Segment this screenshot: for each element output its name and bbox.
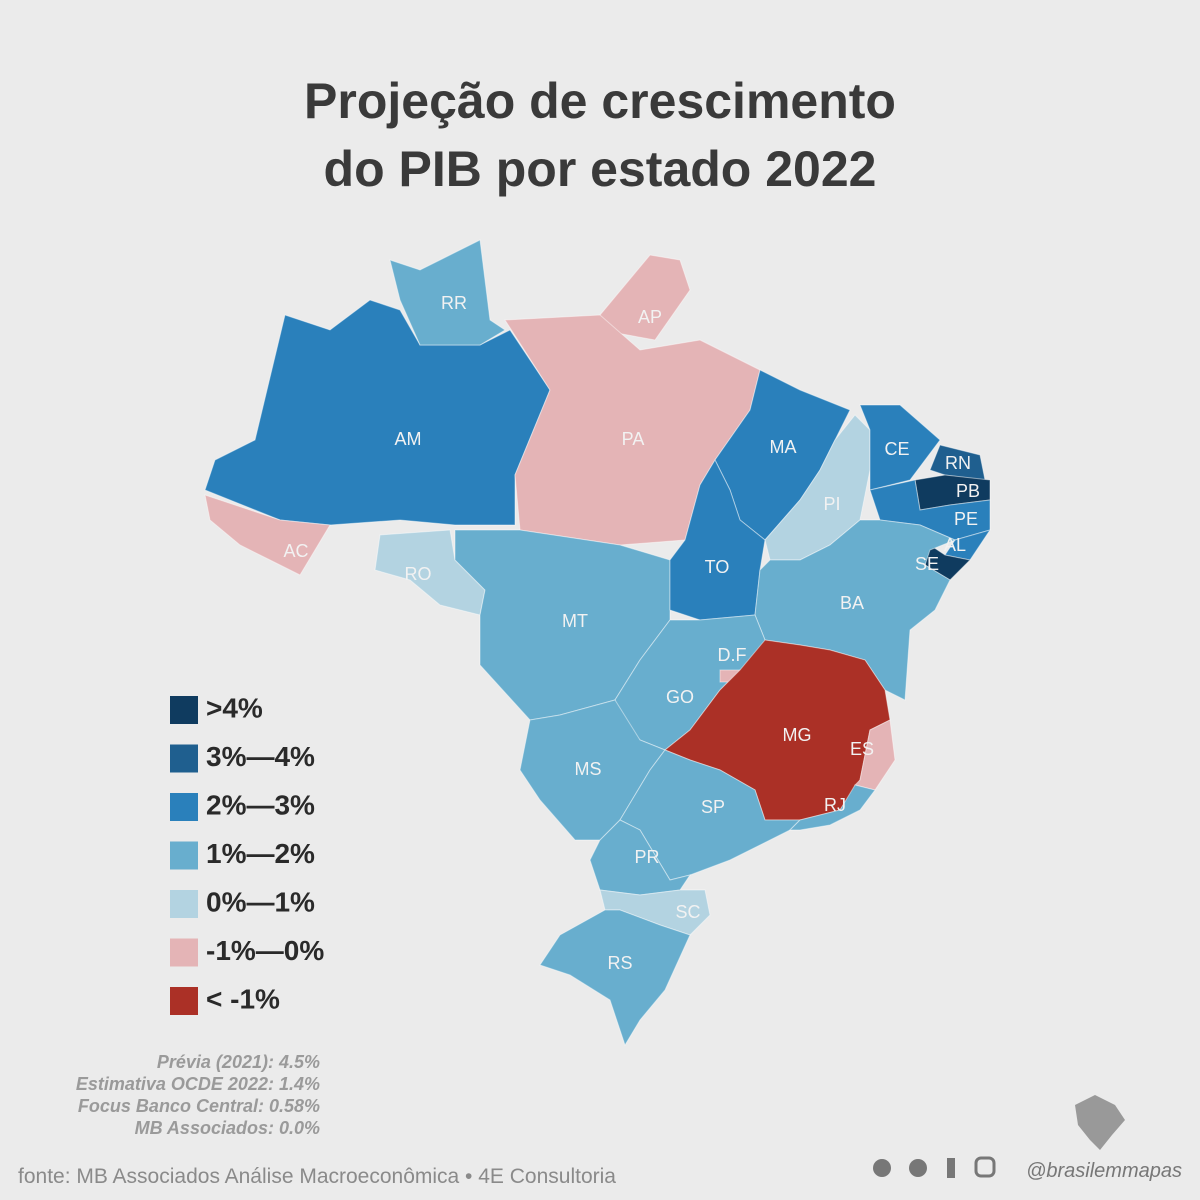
legend-label: 1%—2% bbox=[206, 838, 315, 869]
state-label: CE bbox=[884, 439, 909, 459]
state-region bbox=[204, 299, 551, 526]
state-region bbox=[859, 404, 941, 491]
legend-swatch bbox=[170, 696, 198, 724]
state-label: SE bbox=[915, 554, 939, 574]
state-label: PA bbox=[622, 429, 645, 449]
state-label: D.F bbox=[718, 645, 747, 665]
legend-swatch bbox=[170, 938, 198, 967]
source: fonte: MB Associados Análise Macroeconôm… bbox=[18, 1165, 616, 1188]
state-label: AC bbox=[283, 541, 308, 561]
state-label: PR bbox=[634, 847, 659, 867]
state-label: AP bbox=[638, 307, 662, 327]
legend-label: < -1% bbox=[206, 983, 280, 1014]
state-label: BA bbox=[840, 593, 864, 613]
state-label: RR bbox=[441, 293, 467, 313]
state-region bbox=[389, 239, 506, 346]
state-label: MT bbox=[562, 611, 588, 631]
legend-label: 2%—3% bbox=[206, 789, 315, 820]
state-label: PI bbox=[823, 494, 840, 514]
state-label: SP bbox=[701, 797, 725, 817]
state-label: MS bbox=[575, 759, 602, 779]
state-label: MA bbox=[770, 437, 797, 457]
state-label: RN bbox=[945, 453, 971, 473]
note: MB Associados: 0.0% bbox=[135, 1118, 320, 1138]
note: Estimativa OCDE 2022: 1.4% bbox=[76, 1074, 320, 1094]
title-line: do PIB por estado 2022 bbox=[324, 141, 877, 197]
legend-label: 0%—1% bbox=[206, 886, 315, 917]
note: Focus Banco Central: 0.58% bbox=[78, 1096, 320, 1116]
logo bbox=[1075, 1095, 1125, 1150]
legend-swatch bbox=[170, 744, 198, 773]
state-label: ES bbox=[850, 739, 874, 759]
legend-swatch bbox=[170, 987, 198, 1015]
state-region bbox=[204, 494, 331, 576]
legend-label: 3%—4% bbox=[206, 741, 315, 772]
state-label: MG bbox=[783, 725, 812, 745]
legend-label: >4% bbox=[206, 692, 263, 723]
handle: @brasilemmapas bbox=[1026, 1160, 1182, 1182]
state-label: AM bbox=[395, 429, 422, 449]
social-icons bbox=[873, 1156, 996, 1178]
state-label: RO bbox=[405, 564, 432, 584]
state-label: RJ bbox=[824, 795, 846, 815]
title-line: Projeção de crescimento bbox=[304, 73, 896, 129]
state-label: PE bbox=[954, 509, 978, 529]
legend: >4% 3%—4% 2%—3% 1%—2% 0%—1% -1%—0% < -1% bbox=[170, 692, 324, 1015]
legend-swatch bbox=[170, 890, 198, 918]
state-label: GO bbox=[666, 687, 694, 707]
legend-label: -1%—0% bbox=[206, 935, 324, 966]
note: Prévia (2021): 4.5% bbox=[157, 1052, 320, 1072]
notes: Prévia (2021): 4.5%Estimativa OCDE 2022:… bbox=[76, 1052, 320, 1138]
state-label: SC bbox=[675, 902, 700, 922]
state-label: RS bbox=[607, 953, 632, 973]
state-region bbox=[788, 784, 876, 831]
legend-swatch bbox=[170, 841, 198, 870]
state-label: TO bbox=[705, 557, 730, 577]
state-region bbox=[539, 909, 691, 1047]
state-label: AL bbox=[944, 535, 966, 555]
legend-swatch bbox=[170, 793, 198, 821]
state-label: PB bbox=[956, 481, 980, 501]
